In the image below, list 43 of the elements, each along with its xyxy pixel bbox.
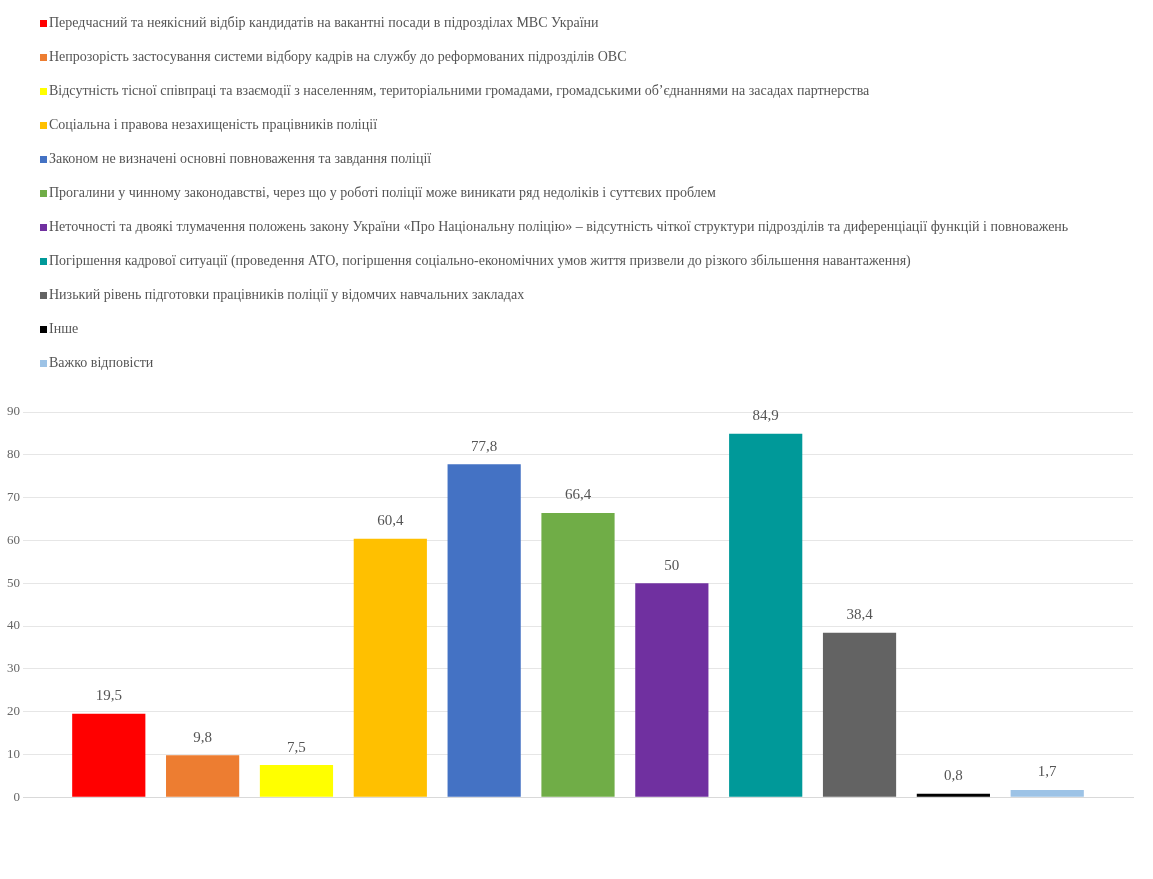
legend-label: Неточності та двоякі тлумачення положень закону України «Про Національну поліцію» – відсутність чіткої структури підрозділів та диференціації функцій і повноважень (48, 218, 1070, 235)
data-label: 66,4 (564, 486, 592, 503)
bar (916, 793, 990, 797)
data-label: 19,5 (95, 687, 122, 704)
data-label: 0,8 (944, 767, 963, 784)
y-tick-label: 20 (7, 703, 20, 719)
bar (541, 513, 615, 797)
bar (822, 632, 897, 797)
y-tick-label: 80 (7, 446, 20, 462)
legend-label: Прогалини у чинному законодавстві, через що у роботі поліції може виникати ряд недоліків і суттєвих проблем (48, 184, 717, 201)
y-tick-label: 90 (7, 403, 20, 419)
bar (635, 583, 709, 797)
y-tick-label: 0 (13, 788, 20, 804)
legend-label: Інше (48, 320, 80, 337)
y-tick-label: 30 (7, 660, 20, 676)
bar (447, 464, 521, 797)
bar (72, 713, 146, 797)
y-tick-label: 60 (7, 531, 20, 547)
bar (729, 433, 803, 797)
legend-label: Важко відповісти (48, 354, 155, 371)
legend-label: Передчасний та неякісний відбір кандидатів на вакантні посади в підрозділах МВС України (48, 14, 600, 31)
y-tick-label: 10 (7, 745, 20, 761)
data-label: 77,8 (471, 437, 498, 454)
y-tick-label: 70 (7, 489, 20, 505)
legend-label: Низький рівень підготовки працівників поліції у відомчих навчальних закладах (48, 286, 526, 303)
bar (166, 755, 240, 797)
data-label: 50 (664, 556, 680, 573)
data-label: 38,4 (846, 606, 874, 623)
bar (1010, 789, 1084, 797)
legend-label: Законом не визначені основні повноваження та завдання поліції (48, 150, 433, 167)
bar (259, 765, 334, 797)
y-tick-label: 50 (7, 574, 20, 590)
legend-label: Непрозорість застосування системи відбору кадрів на службу до реформованих підрозділів ОВС (48, 48, 628, 65)
legend-label: Відсутність тісної співпраці та взаємодії з населенням, територіальними громадами, громадськими об’єднаннями на засадах партнерства (48, 82, 871, 99)
data-label: 9,8 (193, 728, 212, 745)
data-label: 84,9 (752, 407, 779, 424)
y-tick-label: 40 (7, 617, 20, 633)
legend-label: Соціальна і правова незахищеність працівників поліції (48, 116, 379, 133)
data-label: 1,7 (1037, 763, 1058, 780)
data-label: 7,5 (287, 738, 306, 755)
data-label: 60,4 (377, 512, 404, 529)
legend-label: Погіршення кадрової ситуації (проведення АТО, погіршення соціально-економічних умов життя призвели до різкого збільшення навантаження) (48, 252, 912, 269)
bar (353, 538, 427, 797)
